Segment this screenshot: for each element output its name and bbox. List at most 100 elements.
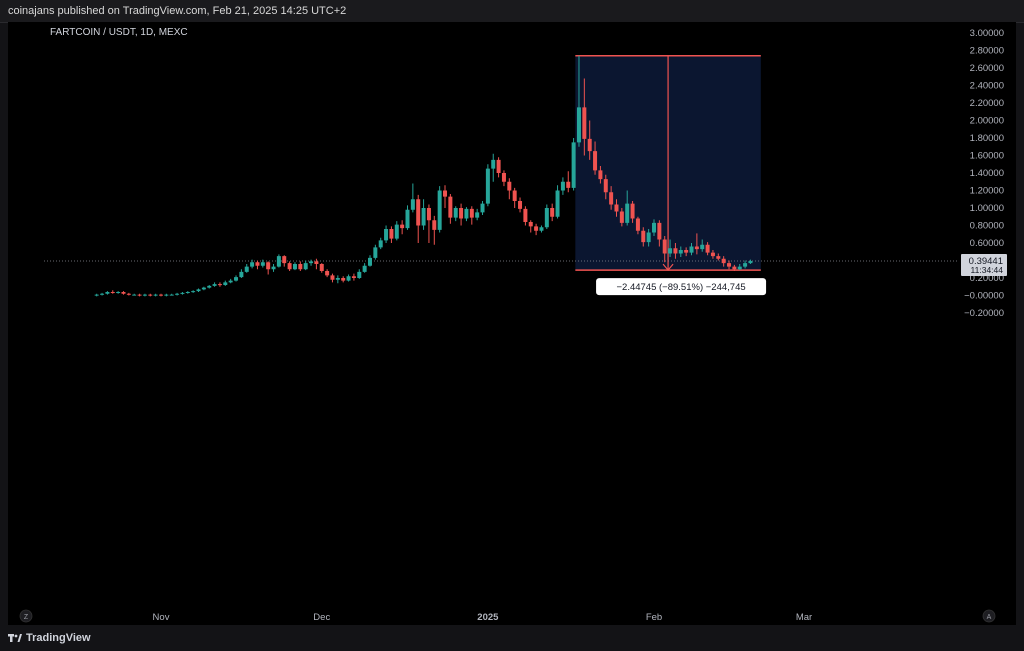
candle-up[interactable] xyxy=(367,257,372,266)
candle-up[interactable] xyxy=(94,294,99,296)
candle-up[interactable] xyxy=(464,208,469,219)
candle-down[interactable] xyxy=(512,190,517,202)
candle-down[interactable] xyxy=(159,294,163,296)
candle-up[interactable] xyxy=(373,247,378,258)
candle-up[interactable] xyxy=(116,292,121,293)
candle-up[interactable] xyxy=(309,261,314,264)
candle-down[interactable] xyxy=(710,252,715,257)
candle-up[interactable] xyxy=(571,142,576,188)
candle-down[interactable] xyxy=(426,208,431,221)
candle-up[interactable] xyxy=(239,271,244,278)
candle-down[interactable] xyxy=(609,192,614,205)
candle-up[interactable] xyxy=(201,287,206,290)
candle-up[interactable] xyxy=(276,256,281,267)
candle-up[interactable] xyxy=(743,263,748,267)
candle-down[interactable] xyxy=(148,294,153,296)
candle-down[interactable] xyxy=(469,208,474,218)
candle-down[interactable] xyxy=(582,107,587,139)
chart-pane[interactable] xyxy=(8,22,958,625)
candle-down[interactable] xyxy=(448,196,453,218)
candle-up[interactable] xyxy=(191,291,196,293)
candle-up[interactable] xyxy=(555,190,560,217)
candle-up[interactable] xyxy=(260,262,265,266)
candle-up[interactable] xyxy=(394,224,399,239)
candle-down[interactable] xyxy=(566,181,571,188)
candle-up[interactable] xyxy=(410,199,415,210)
candle-up[interactable] xyxy=(453,208,458,218)
candle-up[interactable] xyxy=(646,232,651,243)
candle-down[interactable] xyxy=(593,151,598,171)
candle-down[interactable] xyxy=(389,229,394,239)
candle-down[interactable] xyxy=(523,208,528,222)
candle-up[interactable] xyxy=(196,289,201,292)
candle-up[interactable] xyxy=(384,229,389,241)
candle-up[interactable] xyxy=(175,293,180,295)
candle-up[interactable] xyxy=(212,284,217,286)
symbol-label[interactable]: FARTCOIN / USDT, 1D, MEXC xyxy=(50,27,188,38)
candle-up[interactable] xyxy=(491,159,496,169)
candle-up[interactable] xyxy=(405,209,410,229)
candle-up[interactable] xyxy=(678,250,683,254)
candle-down[interactable] xyxy=(137,294,142,296)
candle-up[interactable] xyxy=(437,190,442,230)
candle-down[interactable] xyxy=(587,138,592,152)
candle-up[interactable] xyxy=(185,292,190,293)
candle-up[interactable] xyxy=(737,266,742,270)
brand-logo[interactable]: TradingView xyxy=(8,632,91,644)
candle-up[interactable] xyxy=(346,276,351,281)
candle-down[interactable] xyxy=(732,266,737,270)
candle-down[interactable] xyxy=(598,170,603,180)
candle-up[interactable] xyxy=(700,244,705,250)
candle-down[interactable] xyxy=(416,199,421,226)
candle-up[interactable] xyxy=(335,278,340,280)
candle-up[interactable] xyxy=(475,212,480,218)
candle-down[interactable] xyxy=(673,248,678,254)
candle-up[interactable] xyxy=(689,246,694,253)
candle-down[interactable] xyxy=(400,224,405,229)
auto-scale-button[interactable] xyxy=(982,609,996,623)
candle-up[interactable] xyxy=(164,294,169,296)
candle-down[interactable] xyxy=(266,262,271,270)
candle-down[interactable] xyxy=(255,262,260,266)
price-scale[interactable] xyxy=(958,22,1016,625)
candle-down[interactable] xyxy=(330,275,335,280)
candle-down[interactable] xyxy=(341,278,346,281)
candle-up[interactable] xyxy=(153,294,158,296)
candle-up[interactable] xyxy=(652,222,656,233)
candle-down[interactable] xyxy=(282,256,287,264)
candle-down[interactable] xyxy=(432,220,437,230)
candle-down[interactable] xyxy=(705,244,710,253)
candle-up[interactable] xyxy=(132,294,137,296)
candle-down[interactable] xyxy=(325,271,330,276)
candle-up[interactable] xyxy=(362,265,367,272)
candle-up[interactable] xyxy=(576,107,581,143)
candle-up[interactable] xyxy=(421,208,426,226)
candle-up[interactable] xyxy=(748,261,753,264)
candle-down[interactable] xyxy=(121,292,126,294)
candle-down[interactable] xyxy=(507,181,512,191)
candle-up[interactable] xyxy=(105,292,110,294)
candle-up[interactable] xyxy=(228,280,233,283)
candle-down[interactable] xyxy=(641,230,646,243)
candle-up[interactable] xyxy=(223,282,228,285)
candle-down[interactable] xyxy=(603,179,608,193)
zoom-button[interactable] xyxy=(19,609,33,623)
candle-down[interactable] xyxy=(518,201,523,209)
candle-up[interactable] xyxy=(668,248,673,254)
candle-down[interactable] xyxy=(657,222,662,240)
candle-up[interactable] xyxy=(207,285,212,288)
candle-down[interactable] xyxy=(126,293,131,295)
candle-down[interactable] xyxy=(217,284,222,286)
candle-down[interactable] xyxy=(694,246,699,250)
candle-up[interactable] xyxy=(357,271,362,278)
candle-up[interactable] xyxy=(180,292,185,294)
candle-down[interactable] xyxy=(319,264,324,271)
candle-down[interactable] xyxy=(721,258,726,264)
candle-down[interactable] xyxy=(298,264,303,270)
candle-up[interactable] xyxy=(303,263,308,270)
candle-up[interactable] xyxy=(485,168,490,204)
candle-down[interactable] xyxy=(314,261,319,264)
candle-up[interactable] xyxy=(292,264,297,270)
candle-up[interactable] xyxy=(169,294,174,296)
